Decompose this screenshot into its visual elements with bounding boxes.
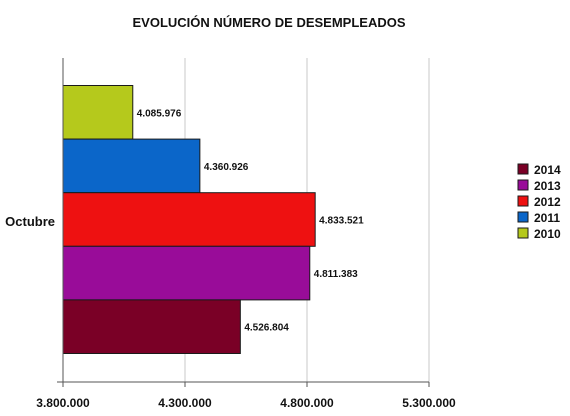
bar-2010: [62, 85, 134, 140]
data-label-2010: 4.085.976: [137, 108, 182, 119]
bar-2011: [62, 138, 201, 194]
data-label-2013: 4.811.383: [314, 269, 358, 280]
legend-label-2014: 2014: [534, 163, 561, 177]
bar-2014: [62, 299, 241, 354]
bar-2012: [62, 192, 316, 247]
chart-title: EVOLUCIÓN NÚMERO DE DESEMPLEADOS: [132, 15, 405, 30]
legend-swatch-2010: [517, 227, 529, 239]
legend-swatch-2011: [517, 211, 529, 223]
data-label-2011: 4.360.926: [204, 162, 249, 173]
legend-swatch-2012: [517, 195, 529, 207]
bar-2013: [62, 245, 311, 301]
legend: 2014 2013 2012 2011 2010: [517, 163, 561, 241]
x-tick-label: 3.800.000: [36, 396, 90, 410]
legend-label-2012: 2012: [534, 195, 561, 209]
x-tick-label: 4.800.000: [280, 396, 334, 410]
data-label-2012: 4.833.521: [319, 216, 364, 227]
bars: 4.085.976 4.360.926 4.833.521 4.811.383 4.52…: [62, 85, 364, 354]
legend-label-2010: 2010: [534, 227, 561, 241]
x-tick-label: 4.300.000: [158, 396, 212, 410]
legend-swatch-2014: [517, 163, 529, 175]
legend-label-2013: 2013: [534, 179, 561, 193]
category-label: Octubre: [5, 214, 55, 229]
data-label-2014: 4.526.804: [244, 323, 289, 334]
legend-swatch-2013: [517, 179, 529, 191]
x-tick-label: 5.300.000: [402, 396, 456, 410]
axes: 3.800.000 4.300.000 4.800.000 5.300.000 Octu…: [5, 58, 456, 410]
legend-label-2011: 2011: [534, 211, 560, 225]
